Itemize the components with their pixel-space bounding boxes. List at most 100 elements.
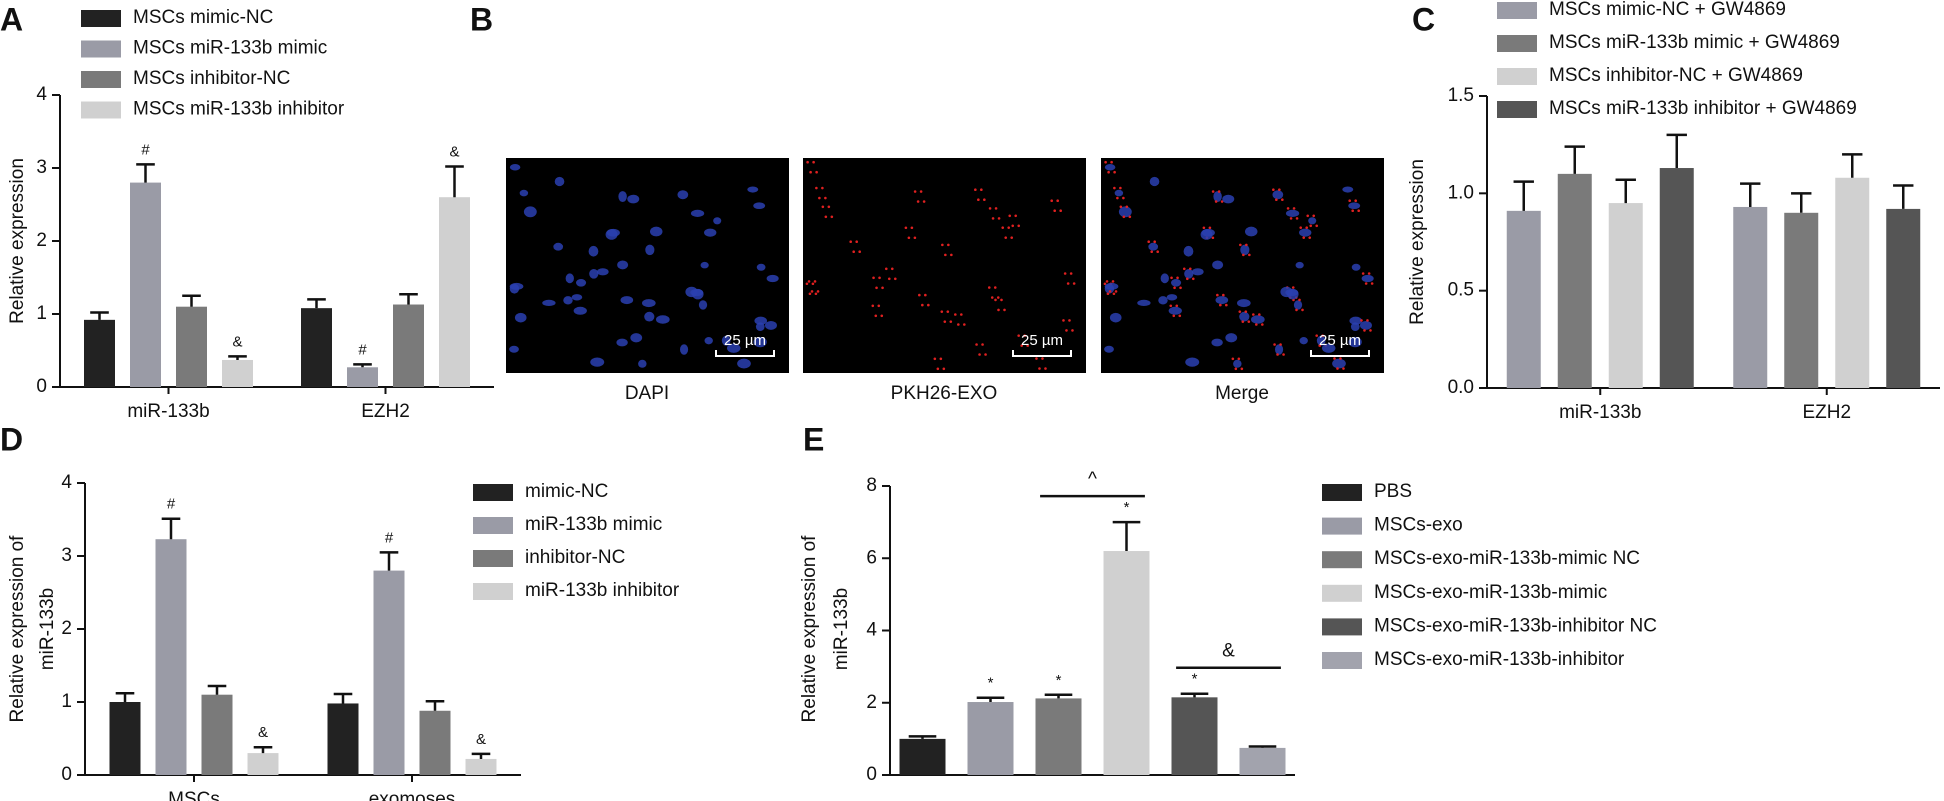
nucleus <box>627 194 640 204</box>
exosome-dot <box>1301 308 1304 312</box>
exosome-dot <box>1173 286 1176 290</box>
panel-label: A <box>0 1 23 37</box>
exosome-dot <box>1041 357 1044 360</box>
nucleus <box>1348 202 1361 210</box>
exosome-dot <box>1312 214 1316 218</box>
legend-label: inhibitor-NC <box>525 547 625 568</box>
y-tick-label: 0.5 <box>1448 280 1474 301</box>
nucleus <box>1342 186 1354 193</box>
exosome-dot <box>1305 226 1309 229</box>
nucleus <box>509 282 524 290</box>
bar <box>1659 168 1694 388</box>
nucleus <box>753 336 767 348</box>
micrograph-pkh26 <box>803 158 1086 373</box>
nucleus <box>1244 226 1258 237</box>
nucleus <box>565 273 574 284</box>
nucleus <box>596 268 609 276</box>
exosome-dot <box>1003 308 1006 312</box>
nucleus <box>1272 190 1284 200</box>
error-bar <box>1666 133 1687 169</box>
significance-mark: & <box>232 333 242 350</box>
exosome-dot <box>852 250 856 254</box>
exosome-dot <box>1072 282 1076 285</box>
nucleus <box>509 163 521 171</box>
exosome-dot <box>805 282 809 286</box>
exosome-dot <box>815 186 818 190</box>
exosome-dot <box>942 367 946 371</box>
exosome-dot <box>960 313 963 316</box>
exosome-dot <box>858 250 862 254</box>
y-axis-label: Relative expression of <box>7 535 28 723</box>
legend-label: MSCs-exo-miR-133b-inhibitor NC <box>1374 615 1657 636</box>
y-tick-label: 2 <box>36 230 47 251</box>
exosome-dot <box>881 286 884 290</box>
legend-label: MSCs inhibitor-NC <box>133 68 290 89</box>
exosome-dot <box>1044 367 1047 370</box>
exosome-dot <box>1000 298 1003 302</box>
exosome-dot <box>1279 343 1282 346</box>
exosome-dot <box>880 314 884 318</box>
bar <box>176 306 207 387</box>
exosome-dot <box>1275 198 1278 202</box>
legend-label: MSCs-exo <box>1374 515 1463 536</box>
nucleus <box>1348 336 1362 348</box>
significance-mark: # <box>141 141 150 158</box>
nucleus <box>1104 345 1114 353</box>
exosome-dot <box>1107 170 1110 174</box>
y-tick-label: 4 <box>61 472 72 493</box>
error-bar <box>353 363 372 368</box>
exosome-dot <box>827 205 831 209</box>
scale-bar <box>715 350 775 357</box>
nucleus <box>563 296 573 305</box>
exosome-dot <box>1147 240 1151 244</box>
exosome-dot <box>1214 200 1218 203</box>
y-axis-label: miR-133b <box>37 588 58 670</box>
exosome-dot <box>1342 367 1345 370</box>
nucleus <box>726 343 741 353</box>
exosome-dot <box>1366 319 1369 322</box>
nucleus <box>642 299 656 308</box>
exosome-dot <box>1017 334 1020 337</box>
legend-swatch <box>1322 584 1362 602</box>
exosome-dot <box>824 215 828 219</box>
exosome-dot <box>830 215 834 219</box>
exosome-dot <box>1104 160 1107 164</box>
nucleus <box>764 320 777 330</box>
exosome-dot <box>815 170 818 174</box>
exosome-dot <box>1276 353 1279 356</box>
exosome-dot <box>1211 236 1215 240</box>
exosome-dot <box>949 320 953 323</box>
exosome-dot <box>1357 209 1360 213</box>
nucleus <box>704 337 713 345</box>
nucleus <box>766 274 779 283</box>
error-bar <box>253 746 273 754</box>
nucleus <box>1191 268 1204 276</box>
exosome-dot <box>808 292 812 296</box>
error-bar <box>1615 178 1636 204</box>
exosome-dot <box>1170 276 1173 280</box>
scale-label: 25 µm <box>1319 332 1361 349</box>
exosome-dot <box>816 290 820 293</box>
nucleus <box>1118 206 1132 218</box>
nucleus <box>698 300 708 310</box>
bar <box>465 758 497 775</box>
exosome-dot <box>1272 188 1275 192</box>
x-tick-label: EZH2 <box>1802 402 1851 423</box>
exosome-dot <box>1128 215 1132 219</box>
exosome-dot <box>806 160 809 164</box>
exosome-dot <box>904 226 908 230</box>
bar <box>130 182 161 387</box>
nucleus <box>737 358 751 369</box>
exosome-dot <box>1333 357 1336 360</box>
bar <box>201 694 233 775</box>
legend-swatch <box>1322 517 1362 535</box>
exosome-dot <box>922 200 926 203</box>
nucleus <box>690 209 705 217</box>
exosome-dot <box>1315 224 1319 228</box>
nucleus <box>1166 294 1178 301</box>
exosome-dot <box>916 200 920 203</box>
nucleus <box>1149 176 1160 187</box>
error-bar <box>1791 192 1812 213</box>
nucleus <box>514 312 527 323</box>
legend-swatch <box>473 583 513 600</box>
